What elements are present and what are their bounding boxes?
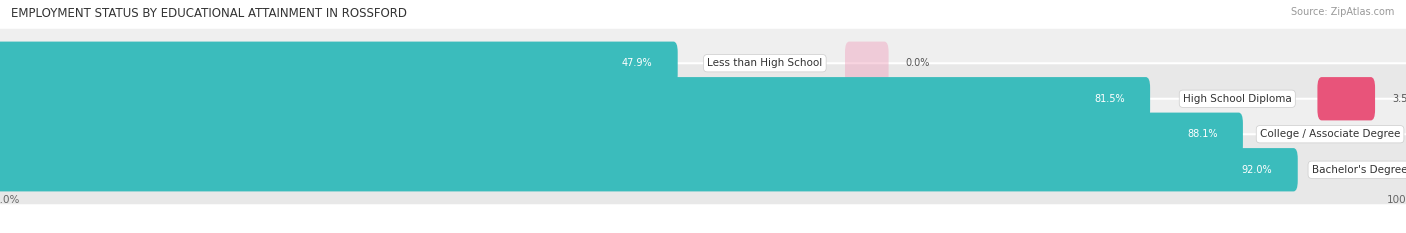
Text: Less than High School: Less than High School	[707, 58, 823, 68]
FancyBboxPatch shape	[0, 134, 1406, 205]
Text: 88.1%: 88.1%	[1187, 129, 1218, 139]
FancyBboxPatch shape	[0, 113, 1243, 156]
Text: 3.5%: 3.5%	[1392, 94, 1406, 104]
Text: Source: ZipAtlas.com: Source: ZipAtlas.com	[1291, 7, 1395, 17]
FancyBboxPatch shape	[0, 41, 678, 85]
FancyBboxPatch shape	[0, 99, 1406, 170]
FancyBboxPatch shape	[0, 77, 1150, 120]
Text: Bachelor's Degree or higher: Bachelor's Degree or higher	[1312, 165, 1406, 175]
FancyBboxPatch shape	[0, 63, 1406, 134]
FancyBboxPatch shape	[0, 148, 1298, 192]
FancyBboxPatch shape	[0, 28, 1406, 99]
Text: High School Diploma: High School Diploma	[1182, 94, 1292, 104]
Text: 92.0%: 92.0%	[1241, 165, 1272, 175]
Text: EMPLOYMENT STATUS BY EDUCATIONAL ATTAINMENT IN ROSSFORD: EMPLOYMENT STATUS BY EDUCATIONAL ATTAINM…	[11, 7, 408, 20]
Text: 0.0%: 0.0%	[905, 58, 929, 68]
Text: College / Associate Degree: College / Associate Degree	[1260, 129, 1400, 139]
Text: 81.5%: 81.5%	[1094, 94, 1125, 104]
FancyBboxPatch shape	[845, 41, 889, 85]
FancyBboxPatch shape	[1317, 77, 1375, 120]
Text: 47.9%: 47.9%	[621, 58, 652, 68]
